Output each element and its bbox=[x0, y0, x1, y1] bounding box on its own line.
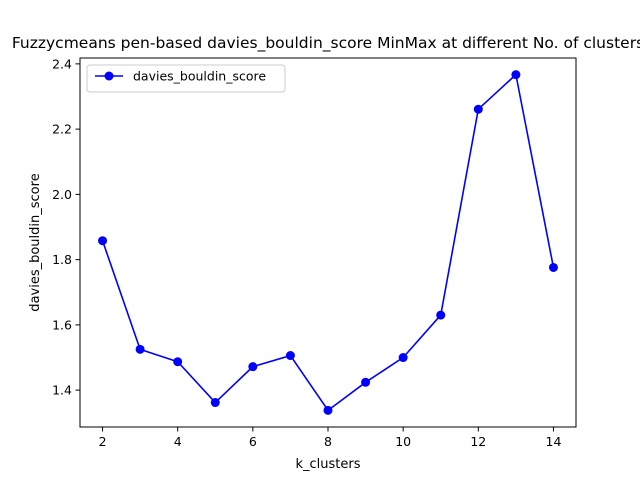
data-point bbox=[436, 310, 446, 320]
chart-title: Fuzzycmeans pen-based davies_bouldin_sco… bbox=[12, 34, 640, 53]
data-point bbox=[511, 70, 521, 80]
y-tick-label: 2.2 bbox=[52, 122, 72, 137]
y-tick-label: 1.8 bbox=[52, 252, 72, 267]
x-tick-label: 4 bbox=[174, 434, 182, 449]
series-layer bbox=[98, 70, 558, 415]
x-tick-label: 10 bbox=[395, 434, 411, 449]
data-point bbox=[210, 398, 220, 408]
x-tick-label: 6 bbox=[249, 434, 257, 449]
x-tick-label: 2 bbox=[99, 434, 107, 449]
y-axis-label: davies_bouldin_score bbox=[28, 173, 43, 311]
legend-box bbox=[86, 64, 286, 93]
data-point bbox=[398, 353, 408, 363]
data-point bbox=[361, 377, 371, 387]
legend-label: davies_bouldin_score bbox=[133, 69, 266, 84]
y-tick-label: 2.0 bbox=[52, 187, 72, 202]
data-point bbox=[248, 362, 258, 372]
y-tick-label: 1.4 bbox=[52, 383, 72, 398]
data-point bbox=[98, 236, 108, 246]
y-tick-label: 2.4 bbox=[52, 56, 72, 71]
x-tick-label: 12 bbox=[470, 434, 486, 449]
data-point bbox=[285, 351, 295, 361]
data-point bbox=[135, 344, 145, 354]
data-point bbox=[323, 405, 333, 415]
y-axis-ticks: 1.4 1.6 1.8 2.0 2.2 2.4 bbox=[52, 56, 80, 398]
x-axis-ticks: 2 4 6 8 10 12 14 bbox=[99, 427, 562, 449]
x-tick-label: 14 bbox=[546, 434, 562, 449]
data-point bbox=[473, 104, 483, 114]
data-point bbox=[173, 357, 183, 367]
y-tick-label: 1.6 bbox=[52, 317, 72, 332]
legend-marker-sample bbox=[104, 71, 114, 81]
x-tick-label: 8 bbox=[324, 434, 332, 449]
legend: davies_bouldin_score bbox=[86, 64, 286, 93]
x-axis-label: k_clusters bbox=[295, 457, 360, 472]
data-point bbox=[548, 262, 558, 272]
